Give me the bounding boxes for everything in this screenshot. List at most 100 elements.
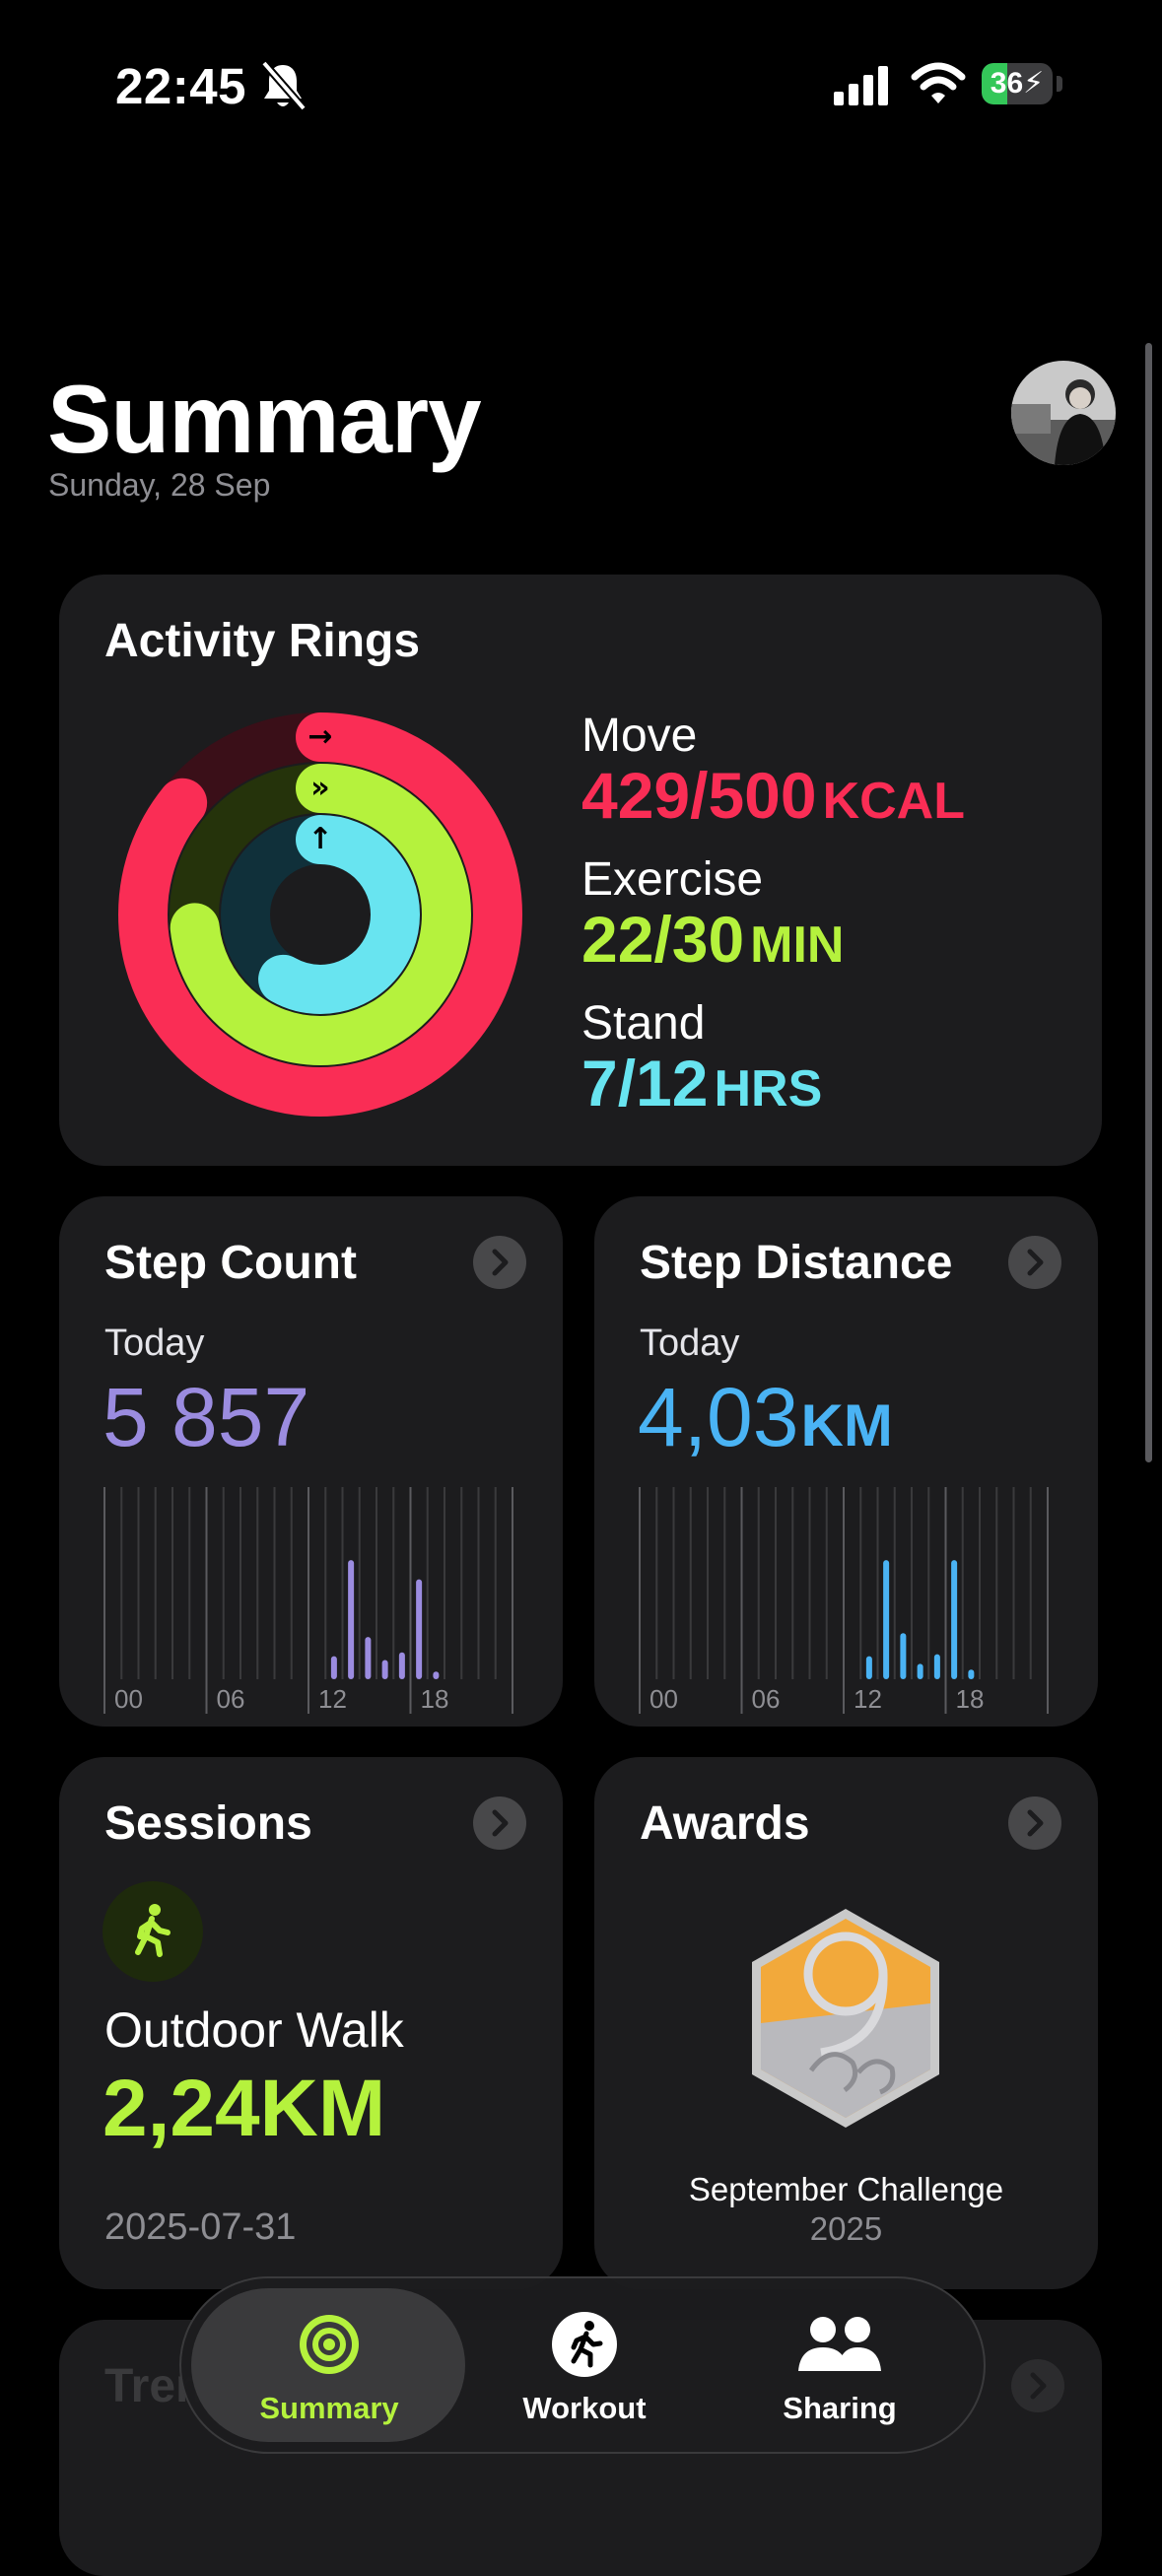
cellular-signal-icon [834, 66, 888, 105]
battery-level-fill [982, 63, 1007, 104]
step-count-card[interactable]: Step Count Today 5 857 00 06 12 18 [59, 1196, 563, 1727]
step-count-chevron-button[interactable] [473, 1236, 526, 1289]
battery-level: 36⚡ [990, 67, 1045, 100]
sessions-chevron-button[interactable] [473, 1796, 526, 1850]
move-unit: KCAL [822, 773, 965, 830]
running-figure-icon [552, 2312, 617, 2377]
hourly-bar [968, 1669, 975, 1679]
page-title: Summary [47, 365, 482, 473]
session-activity: Outdoor Walk [104, 2002, 404, 2058]
status-time: 22:45 [115, 58, 246, 114]
hourly-bar [951, 1560, 958, 1679]
tab-sharing-label: Sharing [783, 2391, 897, 2425]
hourly-bar [883, 1560, 890, 1679]
tab-bar: Summary Workout Sharing [179, 2276, 986, 2454]
activity-rings-icon [300, 2315, 359, 2374]
bell-slash-icon [260, 60, 308, 111]
hourly-bar [348, 1560, 355, 1679]
activity-rings-card[interactable]: Activity Rings → » ↑ Move 429/500 KCAL Exer… [59, 575, 1102, 1166]
september-challenge-medal-icon [752, 1909, 939, 2128]
wifi-icon [911, 62, 966, 103]
exercise-unit: MIN [750, 916, 845, 974]
hourly-bar [416, 1579, 423, 1679]
awards-title: Awards [640, 1797, 810, 1850]
stand-ring-arrow-icon: ↑ [308, 822, 332, 856]
axis-tick-label: 18 [956, 1684, 985, 1714]
chevron-right-icon [1027, 1249, 1044, 1276]
axis-tick-label: 06 [217, 1684, 245, 1714]
hourly-bar [381, 1660, 388, 1679]
step-distance-card[interactable]: Step Distance Today 4,03KM 00 06 12 18 [594, 1196, 1098, 1727]
battery-charging-icon: 36⚡ [982, 63, 1064, 104]
hourly-bar [917, 1663, 923, 1679]
sessions-card[interactable]: Sessions Outdoor Walk 2,24KM 2025-07-31 [59, 1757, 563, 2289]
trends-chevron-button[interactable] [1011, 2359, 1064, 2412]
avatar[interactable] [1011, 361, 1116, 465]
tab-workout[interactable]: Workout [456, 2288, 713, 2442]
exercise-label: Exercise [581, 853, 764, 906]
hourly-bar [365, 1637, 372, 1679]
tab-sharing[interactable]: Sharing [712, 2288, 968, 2442]
exercise-value: 22/30 MIN [581, 902, 845, 977]
chevron-right-icon [492, 1249, 509, 1276]
stand-value: 7/12 HRS [581, 1046, 822, 1120]
move-amount: 429/500 [581, 759, 817, 832]
exercise-ring-arrow-icon: » [310, 771, 329, 805]
sessions-title: Sessions [104, 1797, 312, 1850]
award-year: 2025 [809, 2210, 883, 2247]
step-count-period: Today [104, 1322, 205, 1364]
step-distance-title: Step Distance [640, 1237, 953, 1289]
hourly-bar [900, 1633, 907, 1679]
step-count-value: 5 857 [103, 1371, 310, 1463]
award-name: September Challenge [688, 2171, 1004, 2207]
axis-tick-label: 18 [421, 1684, 449, 1714]
profile-photo-icon [1011, 361, 1116, 465]
tab-workout-label: Workout [522, 2391, 647, 2425]
tab-summary[interactable]: Summary [201, 2288, 457, 2442]
axis-tick-label: 12 [854, 1684, 882, 1714]
chevron-right-icon [492, 1809, 509, 1837]
awards-chevron-button[interactable] [1008, 1796, 1061, 1850]
step-distance-unit: KM [800, 1392, 893, 1458]
hourly-bar [433, 1671, 440, 1679]
move-label: Move [581, 710, 698, 762]
axis-tick-label: 00 [649, 1684, 678, 1714]
hourly-bar [398, 1652, 405, 1679]
activity-rings-chart: → » ↑ [118, 712, 522, 1117]
move-ring-progress [118, 712, 522, 1117]
step-distance-chart: 00 06 12 18 [639, 1487, 1049, 1714]
step-distance-amount: 4,03 [638, 1371, 799, 1463]
status-bar: 22:45 36⚡ [0, 0, 1162, 168]
walking-figure-icon [103, 1881, 203, 1982]
chevron-right-icon [1027, 1809, 1044, 1837]
awards-card[interactable]: Awards September Challenge 2025 [594, 1757, 1098, 2289]
stand-unit: HRS [714, 1060, 823, 1118]
exercise-amount: 22/30 [581, 903, 745, 976]
axis-tick-label: 12 [318, 1684, 347, 1714]
move-ring-arrow-icon: → [308, 719, 332, 754]
chevron-right-icon [1030, 2372, 1047, 2400]
step-distance-value: 4,03KM [638, 1370, 893, 1465]
step-count-chart: 00 06 12 18 [103, 1487, 513, 1714]
step-count-title: Step Count [104, 1237, 357, 1289]
stand-label: Stand [581, 997, 706, 1050]
session-date: 2025-07-31 [104, 2206, 297, 2248]
stand-amount: 7/12 [581, 1047, 709, 1119]
axis-tick-label: 00 [114, 1684, 143, 1714]
step-distance-period: Today [640, 1322, 740, 1364]
hourly-bar [330, 1656, 337, 1679]
battery-cap [1057, 76, 1062, 92]
tab-summary-label: Summary [259, 2391, 399, 2425]
hourly-bar [865, 1656, 872, 1679]
move-value: 429/500 KCAL [581, 758, 965, 833]
page-date: Sunday, 28 Sep [48, 467, 271, 503]
hourly-bar [933, 1654, 940, 1679]
stand-ring-progress [221, 815, 420, 1014]
people-icon [798, 2317, 881, 2371]
battery-body: 36⚡ [982, 63, 1053, 104]
exercise-ring-progress [170, 764, 471, 1065]
session-distance: 2,24KM [103, 2064, 386, 2153]
scroll-indicator[interactable] [1145, 343, 1152, 1462]
axis-tick-label: 06 [752, 1684, 781, 1714]
step-distance-chevron-button[interactable] [1008, 1236, 1061, 1289]
